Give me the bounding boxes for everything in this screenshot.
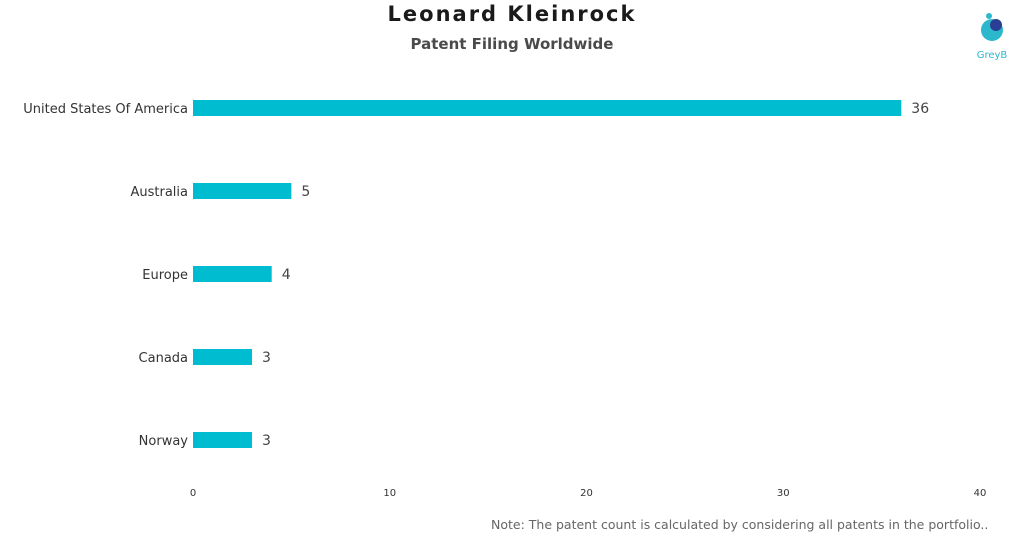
bar [193, 432, 253, 448]
bar [193, 349, 253, 365]
value-label: 3 [262, 350, 271, 366]
value-label: 36 [911, 101, 929, 117]
x-tick-label: 0 [190, 488, 196, 499]
bar [193, 266, 272, 282]
category-label: Europe [142, 268, 188, 283]
greyb-logo-icon [981, 13, 1003, 41]
greyb-logo: GreyB [968, 10, 1016, 66]
category-label: Canada [139, 351, 188, 366]
x-tick-label: 40 [974, 488, 987, 499]
chart-title: Leonard Kleinrock [387, 2, 637, 26]
x-tick-label: 30 [777, 488, 790, 499]
bar [193, 183, 292, 199]
value-label: 5 [301, 184, 310, 200]
chart-subtitle: Patent Filing Worldwide [410, 35, 614, 53]
bar-chart: United States Of America 36 Australia 5 Euro… [23, 100, 987, 499]
x-tick-label: 20 [580, 488, 593, 499]
value-label: 4 [282, 267, 291, 283]
value-label: 3 [262, 433, 271, 449]
greyb-logo-text: GreyB [976, 50, 1008, 61]
category-label: United States Of America [23, 102, 188, 117]
footnote: Note: The patent count is calculated by … [491, 517, 989, 532]
category-label: Australia [130, 185, 188, 200]
category-label: Norway [139, 434, 189, 449]
x-tick-label: 10 [383, 488, 396, 499]
bar [193, 100, 902, 116]
